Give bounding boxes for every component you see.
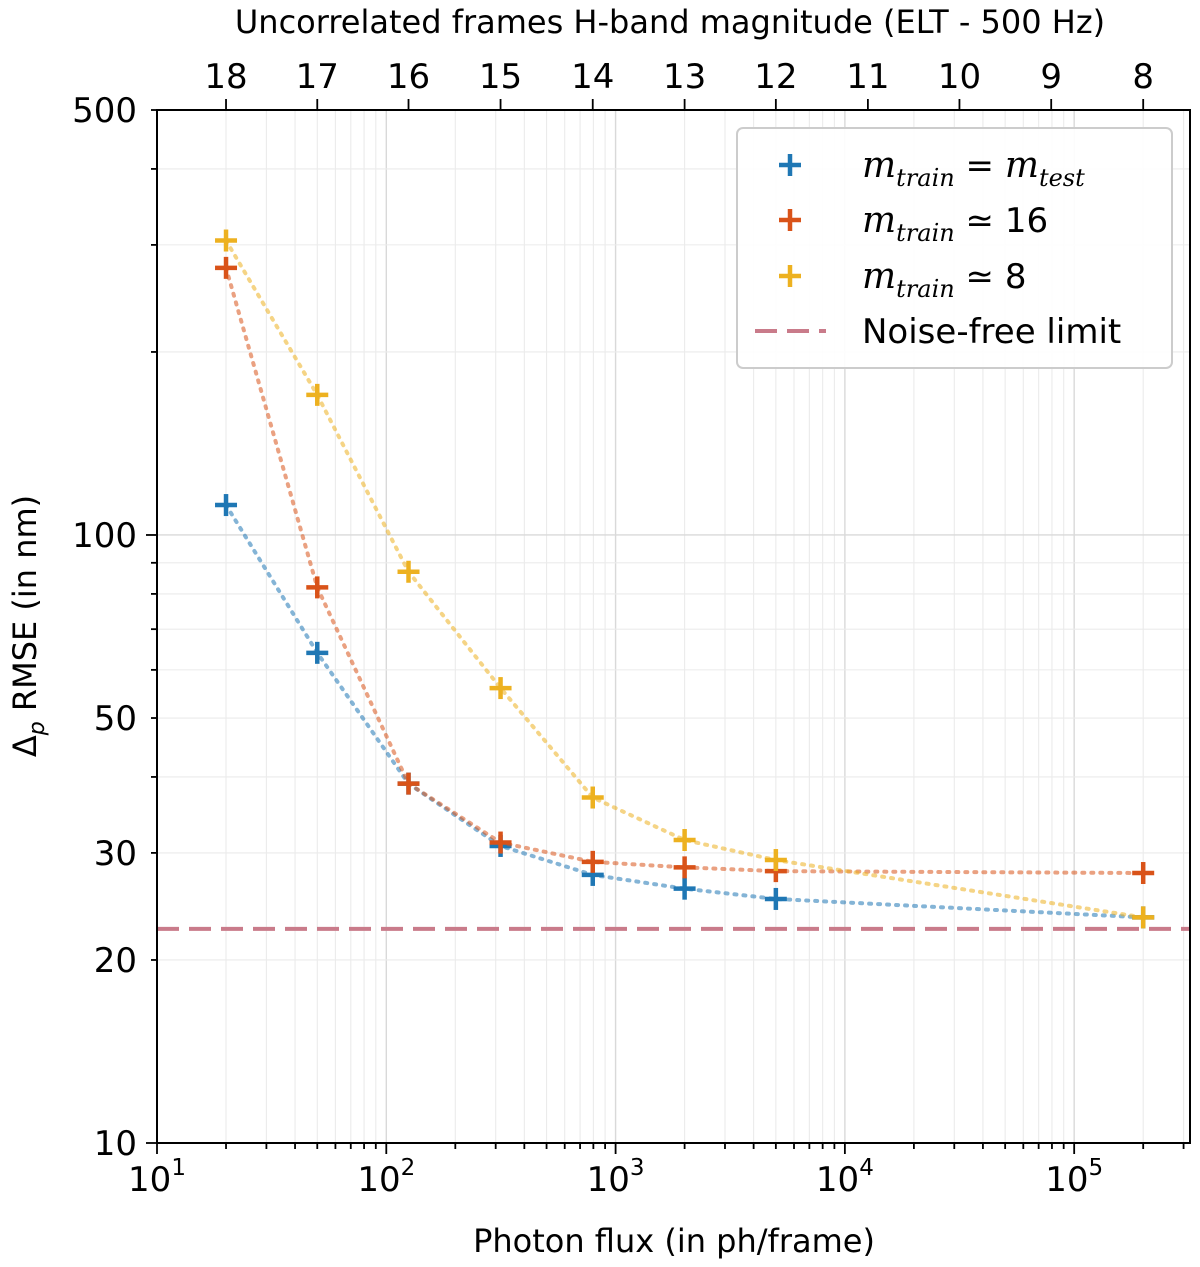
series-1-line: [224, 265, 1146, 876]
series-2-point: [673, 829, 696, 852]
x-tick-label-base: 10: [1045, 1160, 1088, 1200]
legend-label-value: 8: [1005, 257, 1027, 297]
x-tick-label-base: 10: [128, 1160, 171, 1200]
x-tick-label: 101: [128, 1155, 186, 1200]
legend-label-relation: =: [955, 146, 1005, 186]
legend-label-rhs: m: [1005, 145, 1039, 186]
series-0-point: [764, 887, 787, 910]
x-tick-label-exponent: 4: [859, 1155, 874, 1181]
x-tick-label-base: 10: [587, 1160, 630, 1200]
top-tick-label: 12: [754, 57, 797, 97]
series-layer: [215, 229, 1155, 929]
series-1-point: [673, 856, 696, 879]
series-1-point: [215, 256, 238, 279]
legend-label-subscript: train: [896, 164, 955, 192]
series-2-line: [224, 238, 1146, 920]
legend-item-yellow: mtrain ≃ 8: [779, 256, 1026, 303]
top-tick-label: 15: [479, 57, 522, 97]
x-tick-label-exponent: 5: [1088, 1155, 1103, 1181]
series-2-point: [764, 849, 787, 872]
y-tick-label: 500: [72, 91, 137, 131]
x-tick-label-base: 10: [357, 1160, 400, 1200]
series-2-point: [306, 383, 329, 406]
series-2-point: [215, 229, 238, 252]
y-tick-label: 30: [94, 834, 137, 874]
x-tick-label: 104: [816, 1155, 874, 1200]
series-0-point: [673, 877, 696, 900]
top-tick-label: 9: [1040, 57, 1062, 97]
legend-label-value: 16: [1005, 201, 1048, 241]
y-axis-title-delta: Δ: [6, 735, 44, 757]
y-axis-title: Δp RMSE (in nm): [6, 495, 50, 757]
series-0-line: [224, 503, 1146, 920]
y-tick-label: 50: [94, 699, 137, 739]
top-tick-label: 10: [938, 57, 981, 97]
x-axis-title: Photon flux (in ph/frame): [473, 1222, 875, 1260]
x-tick-label: 102: [357, 1155, 415, 1200]
y-tick-label: 100: [72, 516, 137, 556]
series-1-point: [581, 850, 604, 873]
series-1-point: [306, 576, 329, 599]
legend-label: mtrain ≃ 16: [862, 200, 1048, 247]
series-2-point: [397, 560, 420, 583]
legend-label: mtrain = mtest: [862, 145, 1085, 192]
series-2-point: [489, 677, 512, 700]
top-tick-label: 16: [387, 57, 430, 97]
top-tick-label: 14: [571, 57, 614, 97]
legend-label-subscript: train: [896, 275, 955, 303]
legend-label-main: m: [862, 256, 896, 297]
legend-label-relation: ≃: [955, 257, 1005, 297]
legend-label-main: m: [862, 145, 896, 186]
legend-label: mtrain ≃ 8: [862, 256, 1026, 303]
top-tick-label: 8: [1132, 57, 1154, 97]
y-tick-label: 10: [94, 1124, 137, 1164]
x-tick-label: 105: [1045, 1155, 1103, 1200]
legend-item-limit: Noise-free limit: [755, 312, 1121, 352]
legend-label-text: Noise-free limit: [862, 312, 1121, 352]
plot-frame: [156, 109, 1191, 1144]
top-tick-label: 13: [663, 57, 706, 97]
top-tick-label: 11: [846, 57, 889, 97]
series-0-point: [215, 494, 238, 517]
legend-box: [736, 127, 1173, 369]
x-tick-label: 103: [587, 1155, 645, 1200]
top-tick-label: 18: [204, 57, 247, 97]
legend-label-rhs-subscript: test: [1039, 164, 1085, 192]
series-1-point: [489, 831, 512, 854]
grid-layer: [156, 109, 1190, 1144]
series-1-point: [1132, 862, 1155, 885]
legend-label-main: m: [862, 200, 896, 241]
legend-label: Noise-free limit: [862, 312, 1121, 352]
x-tick-label-exponent: 2: [401, 1155, 416, 1181]
x-tick-label-base: 10: [816, 1160, 859, 1200]
legend-label-relation: ≃: [955, 201, 1005, 241]
y-axis-title-subscript: p: [25, 721, 50, 736]
series-2-point: [581, 786, 604, 809]
x-tick-label-exponent: 3: [630, 1155, 645, 1181]
series-1-point: [397, 772, 420, 795]
legend-label-subscript: train: [896, 219, 955, 247]
x-tick-label-exponent: 1: [171, 1155, 186, 1181]
y-tick-label: 20: [94, 941, 137, 981]
top-axis-title: Uncorrelated frames H-band magnitude (EL…: [235, 3, 1105, 41]
series-0-point: [306, 641, 329, 664]
legend-item-blue: mtrain = mtest: [779, 145, 1085, 192]
legend-item-red: mtrain ≃ 16: [779, 200, 1048, 247]
series-2-point: [1132, 906, 1155, 929]
top-tick-label: 17: [296, 57, 339, 97]
y-axis-title-rest: RMSE (in nm): [6, 495, 44, 721]
